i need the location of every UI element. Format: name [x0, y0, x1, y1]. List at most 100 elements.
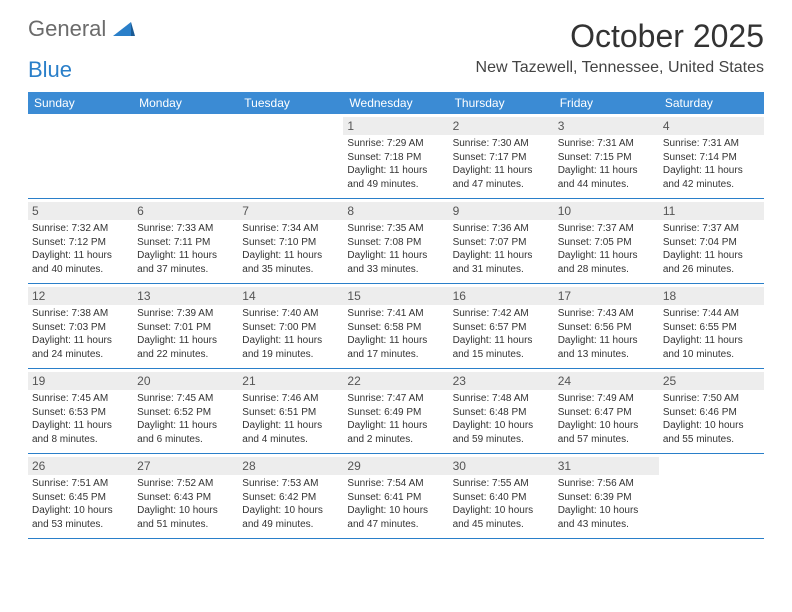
day-number: 2: [449, 117, 554, 135]
header: General Blue October 2025 New Tazewell, …: [0, 0, 792, 88]
day-number: 24: [554, 372, 659, 390]
daylight-line: Daylight: 10 hours and 53 minutes.: [32, 505, 113, 530]
daylight-line: Daylight: 11 hours and 8 minutes.: [32, 420, 112, 445]
sunrise-line: Sunrise: 7:35 AM: [347, 223, 423, 234]
daylight-line: Daylight: 11 hours and 31 minutes.: [453, 250, 533, 275]
sunrise-line: Sunrise: 7:34 AM: [242, 223, 318, 234]
daylight-line: Daylight: 11 hours and 40 minutes.: [32, 250, 112, 275]
calendar-cell: 19 Sunrise: 7:45 AM Sunset: 6:53 PM Dayligh…: [28, 369, 133, 453]
daylight-line: Daylight: 11 hours and 17 minutes.: [347, 335, 427, 360]
daylight-line: Daylight: 10 hours and 59 minutes.: [453, 420, 534, 445]
day-info: Sunrise: 7:30 AMSunset: 7:17 PMDaylight:…: [453, 137, 550, 191]
daylight-line: Daylight: 11 hours and 49 minutes.: [347, 165, 427, 190]
sunset-line: Sunset: 6:42 PM: [242, 492, 316, 503]
day-info: Sunrise: 7:56 AMSunset: 6:39 PMDaylight:…: [558, 477, 655, 531]
sunset-line: Sunset: 7:18 PM: [347, 152, 421, 163]
sunrise-line: Sunrise: 7:53 AM: [242, 478, 318, 489]
calendar-cell: 22Sunrise: 7:47 AMSunset: 6:49 PMDayligh…: [343, 369, 448, 453]
day-number: 29: [343, 457, 448, 475]
calendar-cell: 28Sunrise: 7:53 AMSunset: 6:42 PMDayligh…: [238, 454, 343, 538]
sunrise-line: Sunrise: 7:44 AM: [663, 308, 739, 319]
day-info: Sunrise: 7:40 AMSunset: 7:00 PMDaylight:…: [242, 307, 339, 361]
day-number: 13: [133, 287, 238, 305]
day-info: Sunrise: 7:36 AMSunset: 7:07 PMDaylight:…: [453, 222, 550, 276]
day-number: 27: [133, 457, 238, 475]
sunset-line: Sunset: 6:45 PM: [32, 492, 106, 503]
sunrise-line: Sunrise: 7:52 AM: [137, 478, 213, 489]
day-info: Sunrise: 7:55 AMSunset: 6:40 PMDaylight:…: [453, 477, 550, 531]
day-info: Sunrise: 7:46 AM Sunset: 6:51 PM Daylight:…: [242, 392, 339, 446]
calendar: SundayMondayTuesdayWednesdayThursdayFrid…: [28, 92, 764, 539]
sunset-line: Sunset: 6:52 PM: [137, 407, 211, 418]
calendar-cell: 7Sunrise: 7:34 AMSunset: 7:10 PMDaylight…: [238, 199, 343, 283]
calendar-cell: 17Sunrise: 7:43 AMSunset: 6:56 PMDayligh…: [554, 284, 659, 368]
sunset-line: Sunset: 7:12 PM: [32, 237, 106, 248]
sunrise-line: Sunrise: 7:31 AM: [558, 138, 634, 149]
daylight-line: Daylight: 11 hours and 44 minutes.: [558, 165, 638, 190]
weekday-label: Wednesday: [343, 92, 448, 114]
weekday-header: SundayMondayTuesdayWednesdayThursdayFrid…: [28, 92, 764, 114]
day-number: 16: [449, 287, 554, 305]
day-number: 19: [28, 372, 133, 390]
daylight-line: Daylight: 11 hours and 2 minutes.: [347, 420, 427, 445]
weekday-label: Friday: [554, 92, 659, 114]
day-info: Sunrise: 7:53 AM Sunset: 6:42 PM Daylight:…: [242, 477, 339, 531]
day-info: Sunrise: 7:38 AMSunset: 7:03 PMDaylight:…: [32, 307, 129, 361]
sunrise-line: Sunrise: 7:45 AM: [32, 393, 108, 404]
day-info: Sunrise: 7:51 AMSunset: 6:45 PMDaylight:…: [32, 477, 129, 531]
day-number: 10: [554, 202, 659, 220]
day-info: Sunrise: 7:37 AMSunset: 7:04 PMDaylight:…: [663, 222, 760, 276]
daylight-line: Daylight: 10 hours and 47 minutes.: [347, 505, 428, 530]
sunset-line: Sunset: 7:03 PM: [32, 322, 106, 333]
calendar-week: 5Sunrise: 7:32 AMSunset: 7:12 PMDaylight…: [28, 199, 764, 284]
sunrise-line: Sunrise: 7:46 AM: [242, 393, 318, 404]
calendar-cell: 10Sunrise: 7:37 AMSunset: 7:05 PMDayligh…: [554, 199, 659, 283]
day-number: 5: [28, 202, 133, 220]
day-info: Sunrise: 7:45 AM Sunset: 6:53 PM Daylight:…: [32, 392, 129, 446]
sunset-line: Sunset: 6:40 PM: [453, 492, 527, 503]
sunrise-line: Sunrise: 7:56 AM: [558, 478, 634, 489]
sunset-line: Sunset: 7:01 PM: [137, 322, 211, 333]
calendar-cell: 16Sunrise: 7:42 AMSunset: 6:57 PMDayligh…: [449, 284, 554, 368]
sunrise-line: Sunrise: 7:48 AM: [453, 393, 529, 404]
daylight-line: Daylight: 11 hours and 4 minutes.: [242, 420, 322, 445]
day-number: 21: [238, 372, 343, 390]
logo: General Blue: [28, 18, 135, 82]
sunset-line: Sunset: 7:08 PM: [347, 237, 421, 248]
calendar-cell: 6Sunrise: 7:33 AMSunset: 7:11 PMDaylight…: [133, 199, 238, 283]
sunrise-line: Sunrise: 7:38 AM: [32, 308, 108, 319]
daylight-line: Daylight: 10 hours and 49 minutes.: [242, 505, 323, 530]
day-number: 8: [343, 202, 448, 220]
daylight-line: Daylight: 11 hours and 26 minutes.: [663, 250, 743, 275]
daylight-line: Daylight: 11 hours and 19 minutes.: [242, 335, 322, 360]
sunset-line: Sunset: 6:51 PM: [242, 407, 316, 418]
day-info: Sunrise: 7:54 AMSunset: 6:41 PMDaylight:…: [347, 477, 444, 531]
weekday-label: Saturday: [659, 92, 764, 114]
daylight-line: Daylight: 11 hours and 28 minutes.: [558, 250, 638, 275]
day-number: 18: [659, 287, 764, 305]
day-number: 7: [238, 202, 343, 220]
day-info: Sunrise: 7:49 AMSunset: 6:47 PMDaylight:…: [558, 392, 655, 446]
daylight-line: Daylight: 11 hours and 22 minutes.: [137, 335, 217, 360]
calendar-cell: 21 Sunrise: 7:46 AM Sunset: 6:51 PM Dayligh…: [238, 369, 343, 453]
day-info: Sunrise: 7:33 AMSunset: 7:11 PMDaylight:…: [137, 222, 234, 276]
calendar-cell: .: [238, 114, 343, 198]
sunset-line: Sunset: 7:14 PM: [663, 152, 737, 163]
calendar-cell: 25Sunrise: 7:50 AMSunset: 6:46 PMDayligh…: [659, 369, 764, 453]
sunset-line: Sunset: 7:15 PM: [558, 152, 632, 163]
sunrise-line: Sunrise: 7:33 AM: [137, 223, 213, 234]
sunrise-line: Sunrise: 7:42 AM: [453, 308, 529, 319]
day-number: 1: [343, 117, 448, 135]
sunset-line: Sunset: 6:53 PM: [32, 407, 106, 418]
calendar-cell: 11Sunrise: 7:37 AMSunset: 7:04 PMDayligh…: [659, 199, 764, 283]
calendar-cell: .: [28, 114, 133, 198]
calendar-cell: 18Sunrise: 7:44 AMSunset: 6:55 PMDayligh…: [659, 284, 764, 368]
calendar-cell: .: [133, 114, 238, 198]
sunrise-line: Sunrise: 7:45 AM: [137, 393, 213, 404]
sunset-line: Sunset: 6:47 PM: [558, 407, 632, 418]
sunset-line: Sunset: 7:05 PM: [558, 237, 632, 248]
day-info: Sunrise: 7:35 AMSunset: 7:08 PMDaylight:…: [347, 222, 444, 276]
sunrise-line: Sunrise: 7:39 AM: [137, 308, 213, 319]
sunset-line: Sunset: 7:10 PM: [242, 237, 316, 248]
sunset-line: Sunset: 7:11 PM: [137, 237, 210, 248]
